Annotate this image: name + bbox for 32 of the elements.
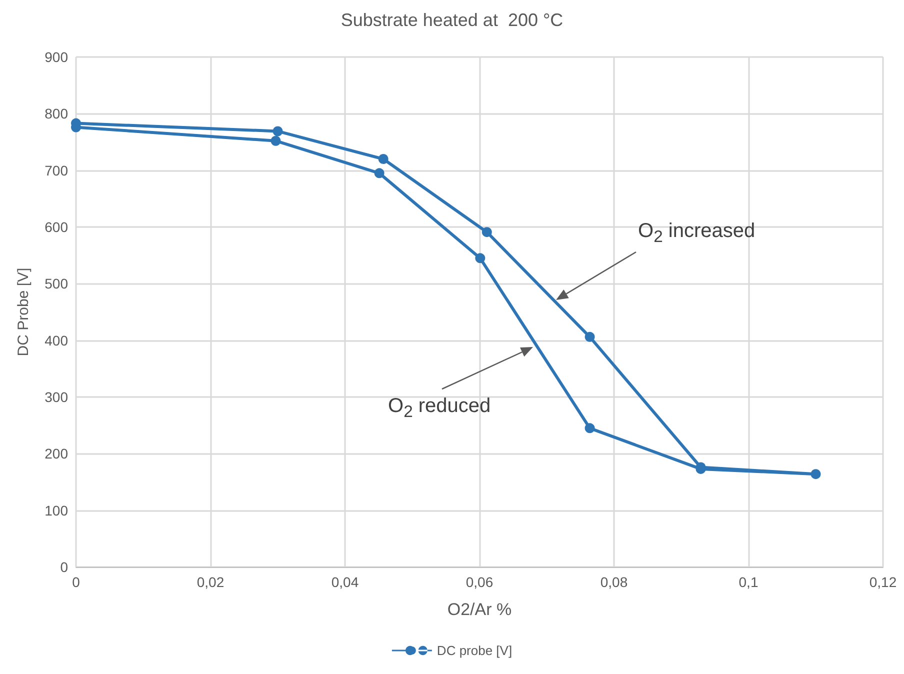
point xyxy=(584,423,595,434)
point xyxy=(272,126,283,136)
y-tick-label: 200 xyxy=(44,446,68,462)
chart-title: Substrate heated at 200 °C xyxy=(340,10,564,30)
point xyxy=(475,253,486,264)
y-axis-title: DC Probe [V] xyxy=(15,268,32,356)
y-tick-label: 500 xyxy=(44,276,68,292)
annotation: O$_{2}$ increased xyxy=(638,220,756,247)
x-tick-label: 0,04 xyxy=(331,574,359,590)
point xyxy=(584,332,595,342)
x-axis-title: O2/Ar % xyxy=(447,600,512,619)
annotation: O$_{2}$ reduced xyxy=(388,395,491,422)
x-tick-label: 0,12 xyxy=(869,574,897,590)
legend-label: DC probe [V] xyxy=(436,643,512,658)
y-tick-label: 400 xyxy=(44,332,68,348)
y-tick-label: 300 xyxy=(44,389,68,405)
y-tick-label: 900 xyxy=(44,49,68,65)
x-tick-label: 0,02 xyxy=(196,574,224,590)
point xyxy=(270,136,281,146)
x-tick-label: 0,1 xyxy=(738,574,758,590)
y-tick-label: 100 xyxy=(44,502,68,518)
point xyxy=(482,227,492,238)
x-tick-label: 0,08 xyxy=(600,574,628,590)
x-tick-label: 0,06 xyxy=(466,574,494,590)
point xyxy=(810,469,821,480)
point xyxy=(374,168,384,178)
x-tick-label: 0 xyxy=(72,574,80,590)
y-tick-label: 600 xyxy=(44,219,68,235)
point xyxy=(378,154,388,164)
y-tick-label: 0 xyxy=(60,559,68,575)
y-tick-label: 700 xyxy=(44,162,68,178)
y-tick-label: 800 xyxy=(44,106,68,122)
